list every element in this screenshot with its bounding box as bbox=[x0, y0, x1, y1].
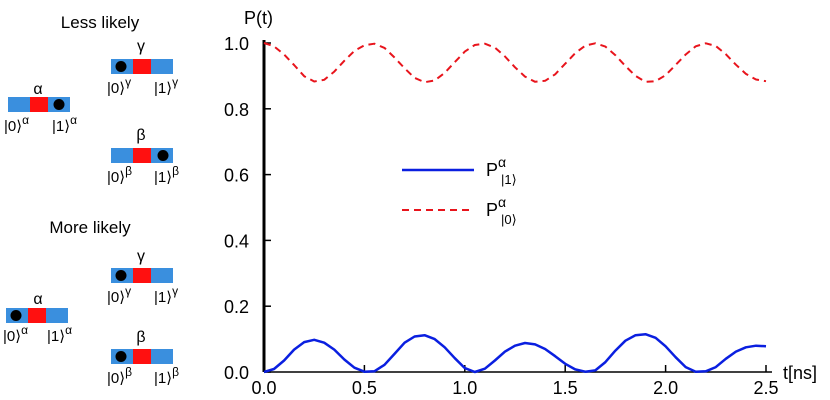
state-right-label: |1⟩α bbox=[47, 323, 72, 345]
x-axis-title: t[ns] bbox=[783, 363, 817, 383]
legend-label-p0: Pα |0⟩ bbox=[486, 194, 517, 227]
particle bbox=[10, 310, 22, 321]
heading-more-likely: More likely bbox=[49, 218, 131, 237]
state-left-label: |0⟩γ bbox=[107, 75, 131, 97]
state-left-label: |0⟩α bbox=[4, 113, 29, 135]
potential-gamma-less: γ |0⟩γ |1⟩γ bbox=[107, 38, 178, 97]
barrier bbox=[28, 308, 46, 323]
potential-alpha-more: α |0⟩α |1⟩α bbox=[3, 291, 72, 345]
state-right-label: |1⟩α bbox=[52, 113, 77, 135]
barrier bbox=[133, 268, 151, 283]
particle bbox=[115, 351, 127, 362]
state-right-label: |1⟩γ bbox=[154, 75, 178, 97]
x-tick-label: 2.0 bbox=[653, 378, 678, 398]
y-tick-label: 1.0 bbox=[224, 34, 249, 54]
state-right-label: |1⟩β bbox=[154, 164, 179, 186]
well-right bbox=[46, 308, 68, 323]
well-label-gamma: γ bbox=[137, 38, 145, 55]
y-tick-label: 0.0 bbox=[224, 363, 249, 383]
y-tick-label: 0.8 bbox=[224, 100, 249, 120]
barrier bbox=[30, 97, 48, 112]
well-left bbox=[111, 148, 133, 163]
x-tick-label: 1.5 bbox=[553, 378, 578, 398]
x-tick-label: 1.0 bbox=[452, 378, 477, 398]
potential-alpha-less: α |0⟩α |1⟩α bbox=[4, 81, 77, 135]
heading-less-likely: Less likely bbox=[61, 13, 140, 32]
well-right bbox=[151, 268, 173, 283]
state-left-label: |0⟩γ bbox=[107, 284, 131, 306]
particle bbox=[157, 150, 169, 161]
x-tick-label: 0.5 bbox=[352, 378, 377, 398]
well-right bbox=[151, 349, 173, 364]
barrier bbox=[133, 59, 151, 74]
series-layer bbox=[263, 42, 767, 374]
potential-beta-less: β |0⟩β |1⟩β bbox=[107, 127, 179, 186]
state-left-label: |0⟩β bbox=[107, 365, 132, 387]
well-left bbox=[8, 97, 30, 112]
axis-ticks: 0.0 0.2 0.4 0.6 0.8 1.0 0.0 0.5 1.0 1.5 2.0 2.5 bbox=[224, 34, 779, 398]
x-tick-label: 0.0 bbox=[251, 378, 276, 398]
y-tick-label: 0.6 bbox=[224, 166, 249, 186]
y-axis-title: P(t) bbox=[244, 8, 273, 28]
well-label-gamma: γ bbox=[137, 248, 145, 265]
potential-beta-more: β |0⟩β |1⟩β bbox=[107, 329, 179, 387]
barrier bbox=[133, 349, 151, 364]
well-right bbox=[151, 59, 173, 74]
well-label-alpha: α bbox=[33, 291, 42, 308]
series-line-p1 bbox=[263, 332, 767, 374]
particle bbox=[115, 61, 127, 72]
particle bbox=[115, 270, 127, 281]
well-label-alpha: α bbox=[33, 81, 42, 98]
well-label-beta: β bbox=[136, 329, 145, 346]
state-right-label: |1⟩γ bbox=[154, 284, 178, 306]
potential-gamma-more: γ |0⟩γ |1⟩γ bbox=[107, 248, 178, 306]
probability-chart: 0.0 0.2 0.4 0.6 0.8 1.0 0.0 0.5 1.0 1.5 2.0 2.5 P(t… bbox=[224, 8, 817, 398]
y-tick-label: 0.4 bbox=[224, 231, 249, 251]
legend-label-p1: Pα |1⟩ bbox=[486, 154, 517, 187]
series-line-p0 bbox=[263, 42, 767, 84]
state-right-label: |1⟩β bbox=[154, 365, 179, 387]
schematic-panel: Less likely α |0⟩α |1⟩α γ |0⟩γ |1⟩γ β |0 bbox=[3, 13, 179, 387]
barrier bbox=[133, 148, 151, 163]
legend: Pα |1⟩ Pα |0⟩ bbox=[402, 154, 517, 227]
state-left-label: |0⟩β bbox=[107, 164, 132, 186]
state-left-label: |0⟩α bbox=[3, 323, 28, 345]
x-tick-label: 2.5 bbox=[753, 378, 778, 398]
y-tick-label: 0.2 bbox=[224, 297, 249, 317]
well-label-beta: β bbox=[136, 127, 145, 144]
particle bbox=[53, 99, 65, 110]
